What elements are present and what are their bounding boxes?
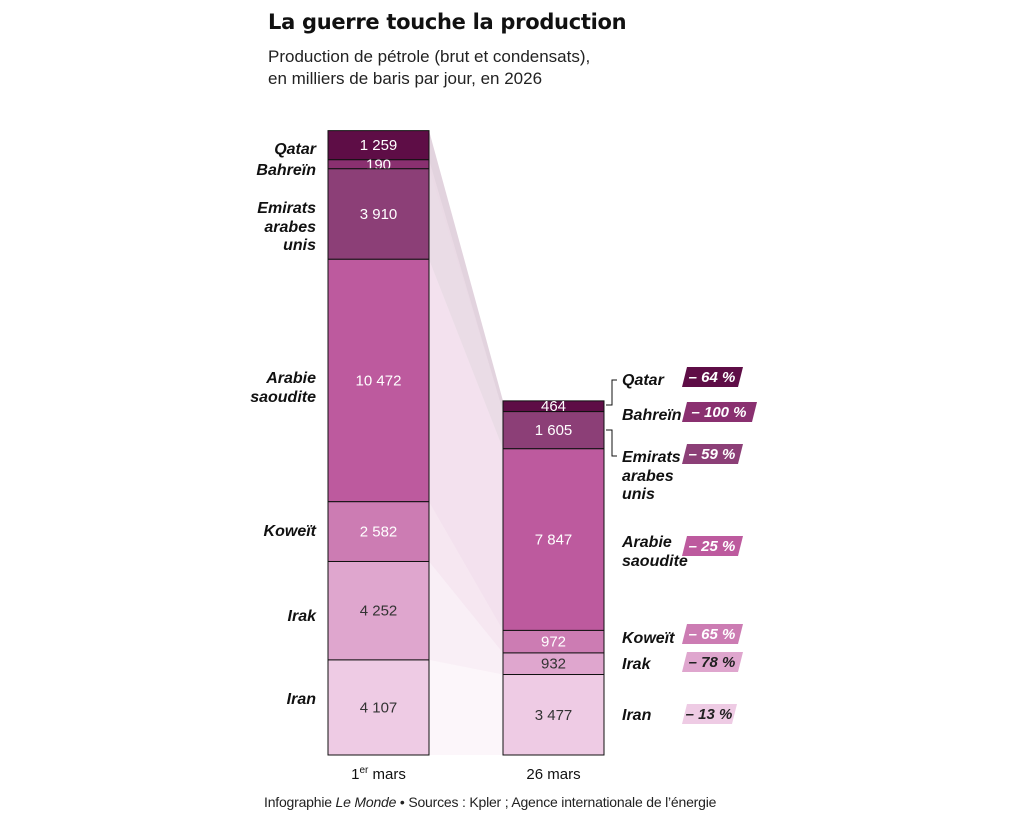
- value-label: 972: [541, 634, 566, 651]
- value-label: 3 910: [360, 206, 398, 223]
- bar-mar01-arabie-saoudite: [327, 258, 430, 503]
- right-label-arabie-saoudite: Arabie: [621, 534, 672, 551]
- leader-qatar: [606, 379, 617, 406]
- change-tag-iran: [682, 704, 737, 724]
- axis-label-mar26: 26 mars: [526, 766, 580, 783]
- right-label-bahrein: Bahreïn: [622, 407, 682, 424]
- right-label-qatar: Qatar: [622, 372, 665, 389]
- left-label-koweit: Koweït: [264, 523, 317, 540]
- subtitle-line-2: en milliers de baris par jour, en 2026: [268, 69, 543, 88]
- bar-mar01-qatar: [327, 130, 430, 161]
- change-tag-koweit: [682, 624, 743, 644]
- change-label-irak: – 78 %: [689, 654, 736, 671]
- value-label: 3 477: [535, 707, 573, 724]
- change-label-iran: – 13 %: [686, 706, 733, 723]
- change-tag-irak: [682, 652, 743, 672]
- flow-iran: [429, 659, 503, 755]
- flow-connectors: [429, 130, 503, 755]
- bar-mar26-iran: [502, 674, 605, 756]
- source-publisher: Le Monde: [335, 794, 397, 810]
- left-label-bahrein: Bahreïn: [256, 162, 316, 179]
- source-prefix: Infographie: [264, 794, 336, 810]
- value-label: 1 605: [535, 422, 573, 439]
- change-label-koweit: – 65 %: [689, 626, 736, 643]
- change-label-arabie-saoudite: – 25 %: [689, 538, 736, 555]
- bar-mar01-iran: [327, 659, 430, 756]
- flow-arabie-saoudite: [429, 259, 503, 631]
- flow-qatar: [429, 130, 503, 412]
- value-label: 4 107: [360, 699, 398, 716]
- flow-irak: [429, 561, 503, 675]
- right-label-emirats-arabes-unis: arabes: [622, 468, 674, 485]
- chart-subtitle: Production de pétrole (brut et condensat…: [268, 46, 708, 90]
- category-axis: 1er mars 26 mars: [351, 765, 580, 783]
- axis-label-mar01: 1er mars: [351, 765, 406, 783]
- left-label-qatar: Qatar: [274, 141, 317, 158]
- source-text: Sources : Kpler ; Agence internationale …: [408, 794, 717, 810]
- left-label-arabie-saoudite: Arabie: [265, 370, 316, 387]
- value-label: 464: [541, 398, 566, 415]
- left-label-arabie-saoudite: saoudite: [250, 389, 316, 406]
- change-tag-qatar: [682, 367, 743, 387]
- right-label-emirats-arabes-unis: unis: [622, 486, 655, 503]
- right-label-iran: Iran: [622, 707, 652, 724]
- axis-label-rest: mars: [368, 766, 406, 783]
- bar-mar01-koweit: [327, 501, 430, 562]
- left-label-irak: Irak: [288, 608, 318, 625]
- right-country-labels: Qatar – 64 % Bahreïn – 100 % Emirats arabesun…: [606, 367, 757, 724]
- bar-mar26-arabie-saoudite: [502, 448, 605, 631]
- bar-mar01-irak: [327, 560, 430, 661]
- left-label-iran: Iran: [287, 691, 317, 708]
- chart-title: La guerre touche la production: [268, 10, 627, 34]
- leader-emirats: [606, 429, 617, 457]
- axis-label-main: 1: [351, 766, 359, 783]
- left-label-emirats-arabes-unis: unis: [283, 237, 316, 254]
- left-label-emirats-arabes-unis: Emirats: [257, 200, 316, 217]
- change-tag-bahrein: [682, 402, 757, 422]
- change-tag-emirats-arabes-unis: [682, 444, 743, 464]
- bar-mar26-emirats-arabes-unis: [502, 411, 605, 450]
- value-label: 932: [541, 656, 566, 673]
- source-separator: •: [396, 794, 409, 810]
- left-label-emirats-arabes-unis: arabes: [264, 219, 316, 236]
- right-label-emirats-arabes-unis: Emirats: [622, 449, 681, 466]
- change-label-bahrein: – 100 %: [691, 404, 746, 421]
- right-label-koweit: Koweït: [622, 630, 675, 647]
- axis-label-superscript: er: [359, 765, 369, 776]
- value-label: 1 259: [360, 137, 398, 154]
- value-label: 7 847: [535, 532, 573, 549]
- flow-bahrein: [429, 159, 503, 412]
- change-tag-arabie-saoudite: [682, 536, 743, 556]
- axis-label-main: 26 mars: [526, 766, 580, 783]
- value-label: 4 252: [360, 603, 398, 620]
- value-label: 10 472: [356, 373, 402, 390]
- right-label-arabie-saoudite: saoudite: [622, 553, 688, 570]
- flow-emirats-arabes-unis: [429, 168, 503, 449]
- right-label-irak: Irak: [622, 656, 652, 673]
- subtitle-line-1: Production de pétrole (brut et condensat…: [268, 47, 591, 66]
- flow-koweit: [429, 501, 503, 653]
- change-label-emirats-arabes-unis: – 59 %: [689, 446, 736, 463]
- value-label: 2 582: [360, 524, 398, 541]
- change-label-qatar: – 64 %: [689, 369, 736, 386]
- source-credit: Infographie Le Monde • Sources : Kpler ;…: [264, 794, 716, 810]
